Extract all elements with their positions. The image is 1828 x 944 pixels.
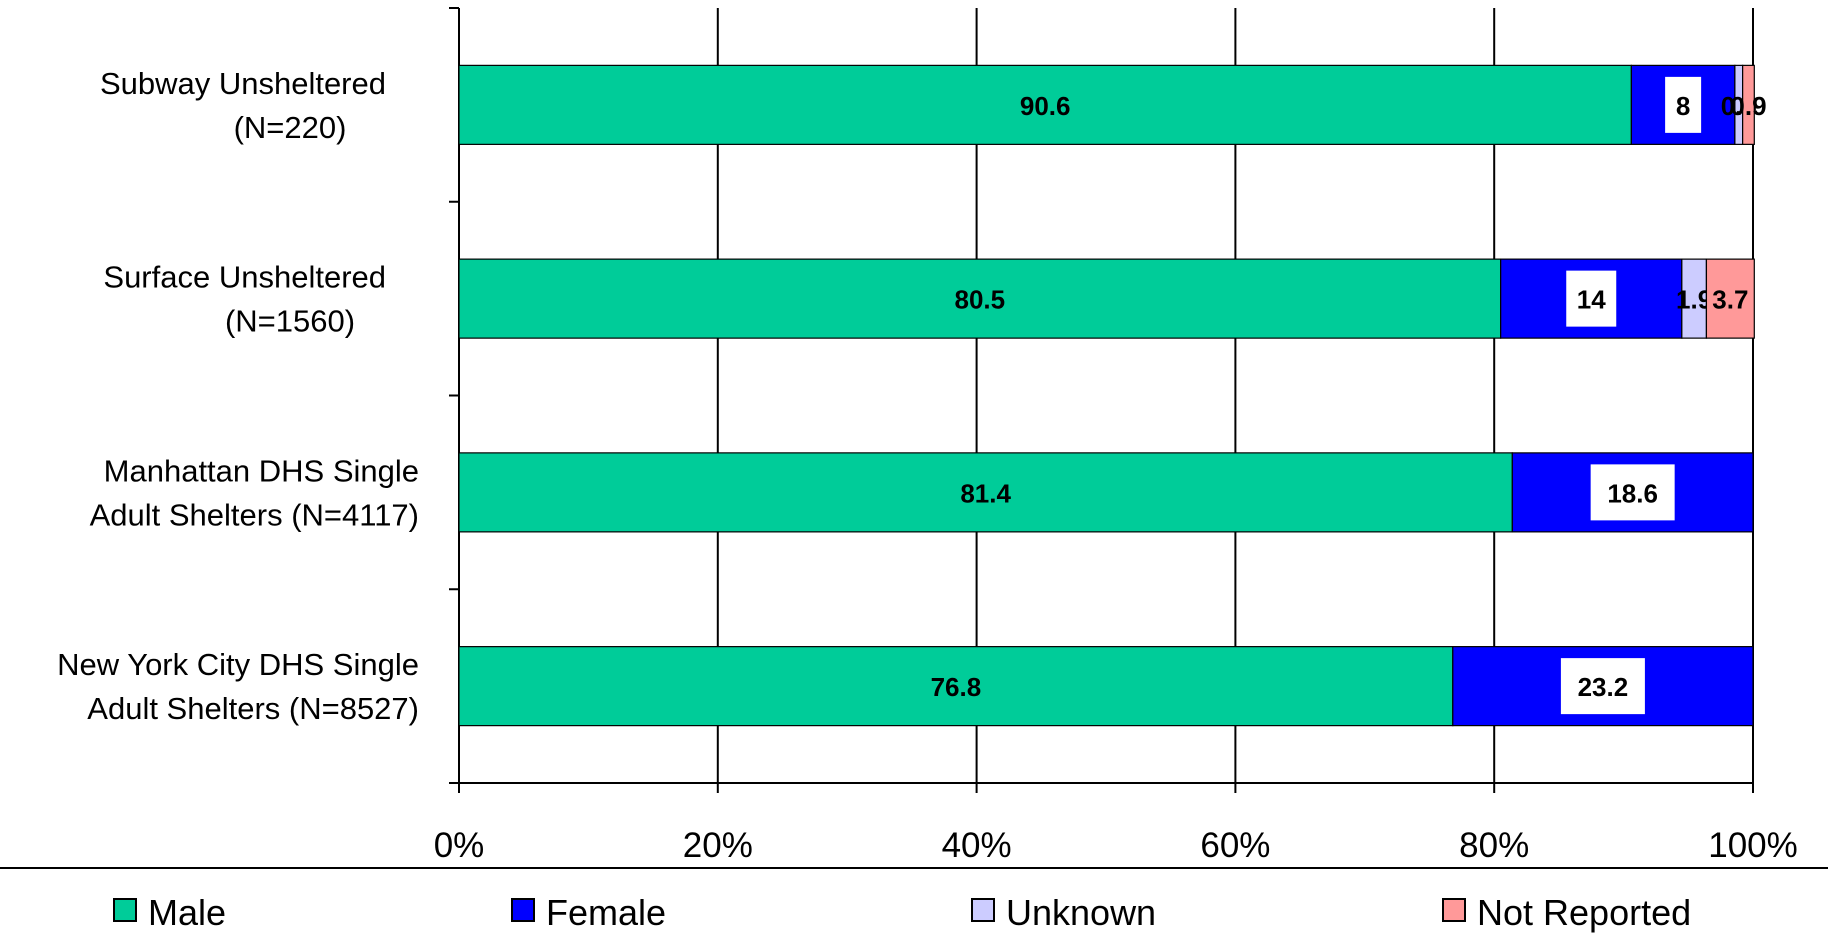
- category-label: Adult Shelters (N=8527): [87, 691, 419, 726]
- x-tick-label: 40%: [942, 826, 1012, 865]
- x-tick-label: 60%: [1200, 826, 1270, 865]
- data-label: 90.6: [1020, 91, 1071, 121]
- category-label: Surface Unsheltered: [103, 260, 386, 295]
- legend-label: Female: [546, 892, 666, 933]
- legend-swatch-female: [511, 898, 535, 922]
- data-label-bg: [1665, 76, 1702, 133]
- legend: Male Female Unknown Not Reported: [113, 892, 1691, 933]
- bar-male: [458, 452, 1513, 533]
- category-label: New York City DHS Single: [57, 647, 419, 682]
- data-label-bg: [1566, 270, 1617, 327]
- data-label: 18.6: [1607, 478, 1658, 508]
- data-label: 81.4: [960, 478, 1011, 508]
- bar-not-reported: [1742, 64, 1755, 145]
- category-label: (N=1560): [225, 304, 355, 339]
- bar-male: [458, 64, 1632, 145]
- data-label: 14: [1577, 285, 1606, 315]
- bar-unknown: [1681, 258, 1708, 339]
- category-label: Manhattan DHS Single: [104, 453, 419, 488]
- legend-label: Not Reported: [1477, 892, 1691, 933]
- category-label: Subway Unsheltered: [100, 66, 386, 101]
- data-label: 80.5: [955, 285, 1006, 315]
- data-label: 8: [1676, 91, 1690, 121]
- x-tick-label: 0%: [434, 826, 485, 865]
- data-label: 0.9: [1730, 91, 1766, 121]
- legend-swatch-unknown: [971, 898, 995, 922]
- data-label: 3.7: [1712, 285, 1748, 315]
- x-tick-label: 80%: [1459, 826, 1529, 865]
- data-label: 76.8: [931, 672, 982, 702]
- category-label: (N=220): [234, 110, 347, 145]
- data-label-bg: [1560, 658, 1645, 715]
- bars: 90.6 8 0.60.980.5 14 1.9 3.781.4 18.676.8 23.2: [458, 64, 1767, 727]
- legend-swatch-not-reported: [1442, 898, 1466, 922]
- category-labels: Subway Unsheltered (N=220) Surface Unshelt…: [57, 66, 419, 726]
- legend-label: Unknown: [1006, 892, 1156, 933]
- x-tick-labels: 0% 20% 40% 60% 80% 100%: [434, 826, 1798, 865]
- data-label: 23.2: [1578, 672, 1629, 702]
- bar-male: [458, 258, 1502, 339]
- bar-not-reported: [1705, 258, 1755, 339]
- data-label-bg: [1590, 464, 1675, 521]
- category-label: Adult Shelters (N=4117): [90, 497, 419, 532]
- x-tick-label: 100%: [1708, 826, 1798, 865]
- legend-swatch-male: [113, 898, 137, 922]
- legend-label: Male: [148, 892, 226, 933]
- x-tick-label: 20%: [683, 826, 753, 865]
